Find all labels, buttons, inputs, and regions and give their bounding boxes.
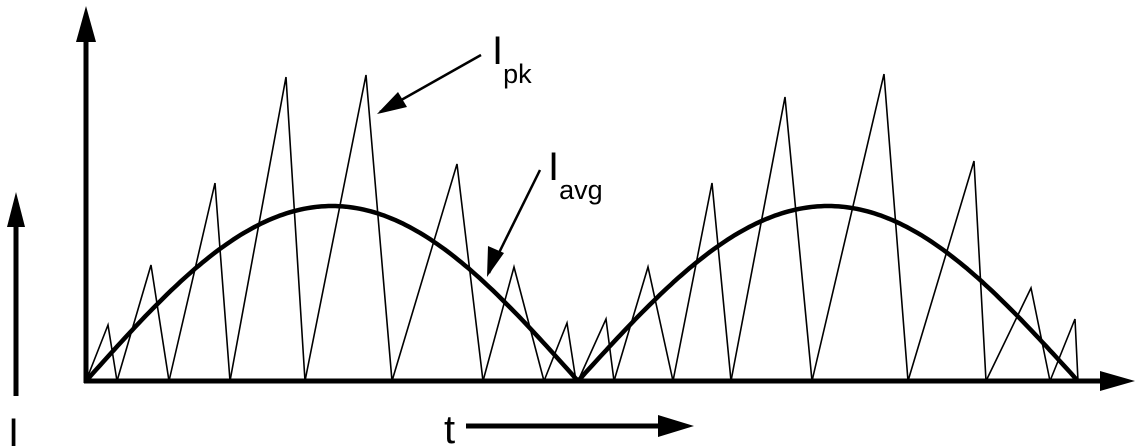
average-current-main: I bbox=[548, 145, 559, 189]
average-current-subscript: avg bbox=[559, 175, 603, 205]
peak-current-spikes bbox=[85, 73, 1079, 382]
current-spike-6 bbox=[391, 163, 484, 382]
peak-current-main: I bbox=[492, 29, 503, 73]
average-current-label: Iavg bbox=[548, 145, 603, 205]
peak-current-label: Ipk bbox=[492, 29, 532, 89]
current-spike-2 bbox=[116, 264, 170, 382]
current-spike-10 bbox=[613, 263, 674, 382]
current-spike-15 bbox=[985, 285, 1051, 382]
average-current-curve bbox=[83, 203, 1081, 384]
current-spike-8 bbox=[543, 319, 577, 382]
label-pointers bbox=[377, 53, 542, 277]
peak-current-subscript: pk bbox=[503, 59, 532, 89]
avg-pointer-arrowhead bbox=[487, 246, 504, 277]
current-spike-12 bbox=[730, 96, 813, 382]
current-spike-11 bbox=[672, 182, 732, 382]
y-direction-arrowhead bbox=[7, 192, 25, 227]
current-spike-9 bbox=[577, 316, 615, 382]
current-spike-13 bbox=[811, 73, 909, 382]
y-axis-label: I bbox=[8, 411, 19, 447]
x-axis-arrowhead bbox=[1100, 371, 1135, 391]
axes bbox=[76, 6, 1135, 391]
current-spike-4 bbox=[229, 76, 306, 382]
current-spike-7 bbox=[482, 263, 545, 382]
y-axis-arrowhead bbox=[76, 6, 96, 42]
current-spike-16 bbox=[1049, 318, 1079, 382]
x-direction-arrow bbox=[466, 415, 694, 437]
current-spike-3 bbox=[168, 182, 231, 382]
current-spike-14 bbox=[907, 160, 987, 382]
x-axis-label: t bbox=[444, 408, 455, 447]
text-labels: Ipk Iavg I t bbox=[8, 29, 603, 447]
current-spike-1 bbox=[85, 321, 118, 382]
peak-pointer-arrowhead bbox=[377, 92, 407, 114]
current-spike-5 bbox=[304, 74, 393, 382]
x-direction-arrowhead bbox=[658, 415, 694, 437]
y-direction-arrow bbox=[7, 192, 25, 396]
